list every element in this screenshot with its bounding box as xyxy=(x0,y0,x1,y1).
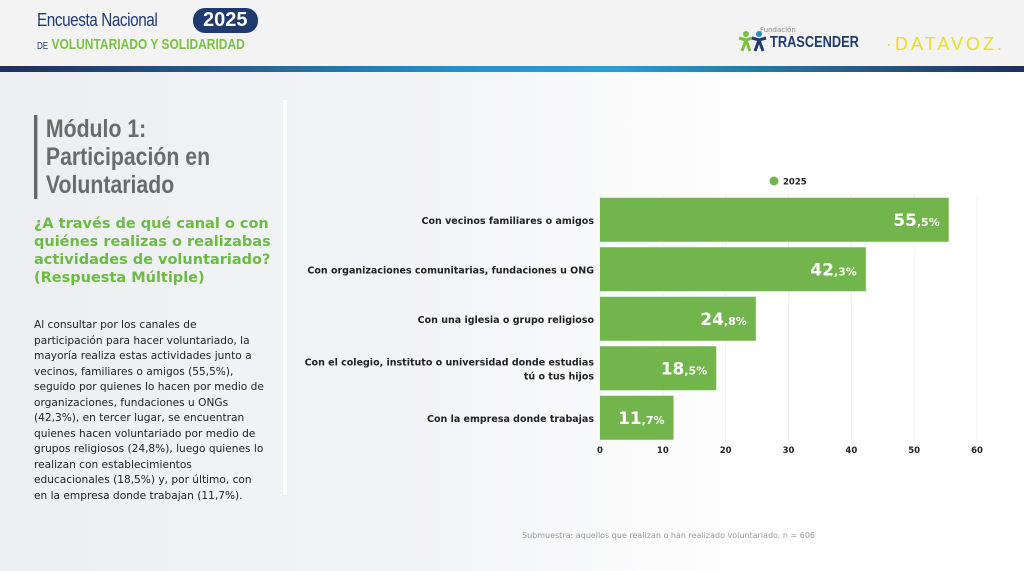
legend-label: 2025 xyxy=(783,178,807,188)
bar xyxy=(600,247,866,292)
bar xyxy=(600,296,756,341)
footnote: Submuestra: aquellos que realizan o han … xyxy=(522,531,815,540)
description: Al consultar por los canales de particip… xyxy=(34,319,264,502)
category-label: Con el colegio, instituto o universidad … xyxy=(305,357,595,368)
people-icon xyxy=(738,31,767,52)
bar-value-label: 24,8% xyxy=(700,310,747,330)
legend-marker xyxy=(769,176,779,186)
x-tick-label: 10 xyxy=(657,446,669,456)
x-tick-label: 50 xyxy=(908,446,920,456)
header xyxy=(0,0,1024,66)
x-tick-label: 40 xyxy=(845,446,857,456)
x-tick-label: 20 xyxy=(720,446,732,456)
category-label: Con vecinos familiares o amigos xyxy=(422,216,595,227)
question: ¿A través de qué canal o con quiénes rea… xyxy=(34,216,271,286)
category-label: Con organizaciones comunitarias, fundaci… xyxy=(307,265,594,276)
trascender-logo: Fundación TRASCENDER xyxy=(738,26,881,52)
category-label: tú o tus hijos xyxy=(524,371,595,382)
x-tick-label: 60 xyxy=(971,446,983,456)
survey-logo: Encuesta Nacional 2025 DE VOLUNTARIADO Y… xyxy=(37,8,258,53)
bar-value-label: 11,7% xyxy=(618,409,665,429)
category-label: Con la empresa donde trabajas xyxy=(427,414,594,425)
module-title: Módulo 1: Participación en Voluntariado xyxy=(34,115,210,199)
datavoz-logo: ·DATAVOZ. xyxy=(886,34,1005,54)
bar xyxy=(600,346,717,391)
bar xyxy=(600,197,949,242)
bar-value-label: 18,5% xyxy=(661,359,708,379)
bar xyxy=(600,395,674,440)
header-divider xyxy=(0,66,1024,72)
x-tick-label: 30 xyxy=(783,446,795,456)
x-tick-label: 0 xyxy=(597,446,603,456)
bar-value-label: 42,3% xyxy=(810,260,857,280)
category-label: Con una iglesia o grupo religioso xyxy=(418,315,595,326)
panel-divider xyxy=(283,100,287,495)
bar-value-label: 55,5% xyxy=(893,211,940,231)
